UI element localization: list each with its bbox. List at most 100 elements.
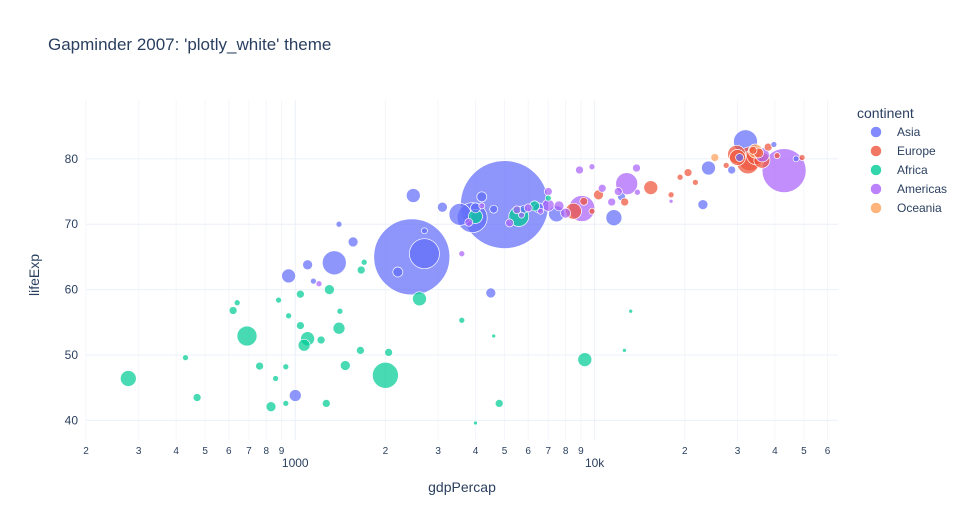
data-point-africa[interactable] — [384, 348, 393, 357]
data-point-europe[interactable] — [588, 207, 596, 215]
data-point-asia[interactable] — [281, 268, 296, 284]
data-point-americas[interactable] — [553, 200, 565, 212]
data-point-americas[interactable] — [478, 202, 486, 210]
data-point-africa[interactable] — [412, 291, 427, 307]
data-point-africa[interactable] — [272, 375, 279, 382]
data-point-africa[interactable] — [544, 194, 552, 202]
data-point-europe[interactable] — [798, 154, 806, 161]
data-point-africa[interactable] — [360, 258, 368, 266]
data-point-africa[interactable] — [372, 361, 399, 389]
data-point-asia[interactable] — [321, 250, 347, 276]
data-point-asia[interactable] — [697, 199, 709, 210]
data-point-asia[interactable] — [437, 201, 448, 213]
data-point-africa[interactable] — [332, 321, 346, 335]
data-point-europe[interactable] — [692, 179, 699, 186]
data-point-asia[interactable] — [476, 191, 488, 203]
data-point-africa[interactable] — [622, 348, 627, 353]
data-point-africa[interactable] — [494, 399, 504, 408]
data-point-asia[interactable] — [701, 160, 716, 176]
data-point-africa[interactable] — [296, 321, 305, 330]
data-point-africa[interactable] — [339, 360, 351, 371]
data-point-asia[interactable] — [310, 277, 317, 285]
data-point-africa[interactable] — [356, 265, 366, 275]
legend-label-africa[interactable]: Africa — [897, 163, 928, 177]
legend-label-oceania[interactable]: Oceania — [897, 201, 942, 215]
data-point-africa[interactable] — [192, 393, 202, 402]
data-point-americas[interactable] — [668, 198, 674, 204]
data-point-asia[interactable] — [485, 287, 497, 299]
data-point-africa[interactable] — [296, 289, 305, 299]
data-point-americas[interactable] — [512, 205, 522, 215]
data-point-europe[interactable] — [683, 168, 693, 177]
data-point-americas[interactable] — [537, 207, 544, 215]
data-point-africa[interactable] — [356, 346, 365, 355]
legend-marker-europe[interactable] — [870, 145, 882, 157]
data-point-asia[interactable] — [770, 141, 778, 148]
data-point-americas[interactable] — [588, 163, 596, 171]
data-point-africa[interactable] — [297, 338, 311, 352]
data-point-africa[interactable] — [458, 316, 466, 324]
data-point-americas[interactable] — [464, 217, 474, 227]
data-point-africa[interactable] — [233, 299, 241, 307]
legend-marker-oceania[interactable] — [870, 202, 882, 214]
data-point-europe[interactable] — [722, 162, 730, 169]
data-point-americas[interactable] — [315, 280, 323, 288]
data-point-asia[interactable] — [489, 204, 499, 214]
data-point-africa[interactable] — [321, 399, 331, 408]
data-point-americas[interactable] — [560, 207, 571, 219]
data-point-africa[interactable] — [316, 335, 326, 345]
legend-label-europe[interactable]: Europe — [897, 144, 936, 158]
data-point-africa[interactable] — [236, 325, 258, 347]
data-point-asia[interactable] — [302, 259, 313, 271]
data-point-africa[interactable] — [473, 420, 478, 426]
data-point-europe[interactable] — [748, 145, 758, 155]
data-point-africa[interactable] — [228, 306, 238, 315]
data-point-africa[interactable] — [491, 333, 497, 339]
data-point-asia[interactable] — [792, 155, 800, 163]
data-point-asia[interactable] — [347, 236, 359, 248]
data-point-americas[interactable] — [543, 187, 553, 196]
data-point-americas[interactable] — [518, 211, 525, 219]
data-point-africa[interactable] — [255, 361, 264, 371]
data-point-africa[interactable] — [336, 307, 344, 315]
legend-marker-americas[interactable] — [870, 183, 882, 195]
data-point-africa[interactable] — [282, 400, 290, 407]
data-point-europe[interactable] — [643, 180, 659, 195]
data-point-asia[interactable] — [288, 389, 302, 402]
data-point-asia[interactable] — [392, 266, 404, 278]
data-point-africa[interactable] — [275, 296, 282, 304]
data-point-americas[interactable] — [505, 218, 514, 228]
data-point-oceania[interactable] — [710, 153, 720, 162]
data-point-asia[interactable] — [335, 220, 343, 228]
legend-marker-africa[interactable] — [870, 164, 882, 176]
data-point-europe[interactable] — [773, 152, 781, 159]
data-point-africa[interactable] — [265, 401, 277, 413]
legend-marker-asia[interactable] — [870, 126, 882, 138]
data-point-africa[interactable] — [324, 284, 335, 295]
data-point-europe[interactable] — [579, 196, 589, 206]
data-point-africa[interactable] — [182, 354, 189, 361]
data-point-americas[interactable] — [607, 197, 617, 207]
data-point-europe[interactable] — [667, 191, 675, 199]
data-point-asia[interactable] — [405, 188, 421, 203]
legend-label-americas[interactable]: Americas — [897, 182, 947, 196]
data-point-americas[interactable] — [575, 165, 584, 175]
data-point-europe[interactable] — [620, 197, 630, 207]
data-point-asia[interactable] — [421, 227, 428, 235]
data-point-asia[interactable] — [735, 153, 744, 162]
data-point-americas[interactable] — [458, 250, 466, 258]
data-point-europe[interactable] — [676, 173, 684, 181]
legend-label-asia[interactable]: Asia — [897, 125, 921, 139]
data-point-americas[interactable] — [597, 183, 607, 193]
data-point-americas[interactable] — [613, 187, 623, 196]
data-point-asia[interactable] — [727, 165, 737, 175]
data-point-americas[interactable] — [523, 203, 533, 213]
data-point-africa[interactable] — [628, 308, 634, 314]
data-point-africa[interactable] — [282, 363, 290, 371]
data-point-americas[interactable] — [632, 163, 641, 173]
data-point-africa[interactable] — [577, 352, 593, 367]
data-point-americas[interactable] — [634, 188, 641, 196]
data-point-africa[interactable] — [285, 312, 292, 320]
data-point-asia[interactable] — [409, 238, 440, 270]
data-point-asia[interactable] — [605, 209, 623, 227]
